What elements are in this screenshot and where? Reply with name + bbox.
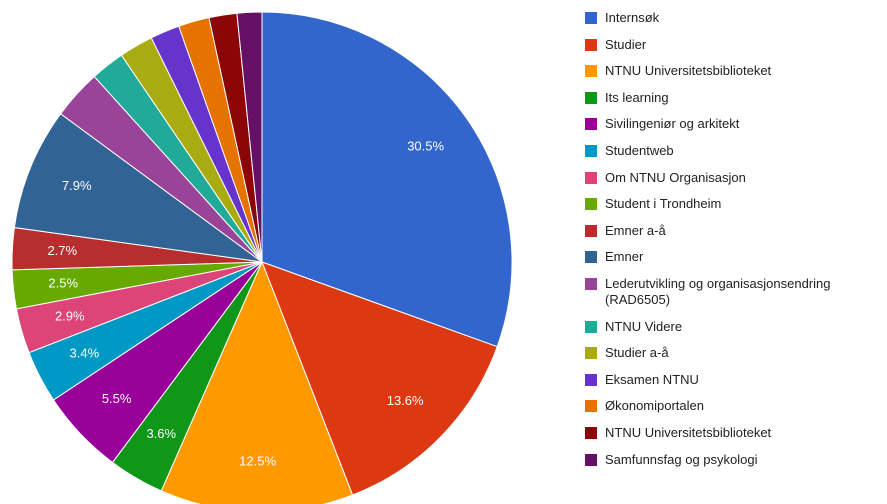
legend-swatch — [585, 38, 597, 51]
legend-item: Student i Trondheim — [585, 196, 885, 212]
slice-label: 12.5% — [239, 453, 276, 468]
legend-swatch — [585, 373, 597, 386]
slice-label: 2.9% — [55, 309, 85, 324]
legend-label: Student i Trondheim — [605, 196, 722, 212]
pie-slice — [261, 11, 513, 348]
slice-label: 3.4% — [70, 345, 100, 360]
legend-swatch — [585, 91, 597, 104]
legend-label: Lederutvikling og organisasjonsendring (… — [605, 275, 831, 307]
legend-label: NTNU Universitetsbiblioteket — [605, 424, 772, 440]
legend-item: Sivilingeniør og arkitekt — [585, 116, 885, 132]
legend-label: Studier a-å — [605, 345, 669, 361]
legend-swatch — [585, 251, 597, 264]
legend-swatch — [585, 426, 597, 439]
slice-label: 2.7% — [47, 243, 77, 258]
legend-item: NTNU Universitetsbiblioteket — [585, 425, 885, 441]
pie-slice — [261, 261, 498, 496]
slice-label: 13.6% — [387, 393, 424, 408]
legend-item: Lederutvikling og organisasjonsendring (… — [585, 276, 885, 308]
legend-item: NTNU Universitetsbiblioteket — [585, 63, 885, 79]
legend-label: Studier — [605, 36, 647, 52]
legend-item: Emner — [585, 249, 885, 265]
legend-swatch — [585, 118, 597, 131]
legend-item: Studier — [585, 37, 885, 53]
legend-item: Its learning — [585, 90, 885, 106]
legend-item: Studier a-å — [585, 345, 885, 361]
legend-swatch — [585, 171, 597, 184]
slice-label: 3.6% — [146, 426, 176, 441]
legend: Internsøk Studier NTNU Universitetsbibliot… — [585, 10, 885, 468]
legend-label: Sivilingeniør og arkitekt — [605, 116, 740, 132]
legend-item: Eksamen NTNU — [585, 372, 885, 388]
pie-slice — [160, 260, 354, 504]
legend-swatch — [585, 224, 597, 237]
legend-label: Studentweb — [605, 142, 674, 158]
legend-swatch — [585, 65, 597, 78]
chart: 30.5% 13.6% 12.5% 3.6% 5.5% 3.4% 2.9% 2.5% 2.7% 7… — [11, 11, 513, 504]
legend-label: Økonomiportalen — [605, 398, 704, 414]
slice-label: 7.9% — [62, 178, 92, 193]
legend-label: Its learning — [605, 89, 669, 105]
pie-slice — [236, 11, 263, 263]
legend-swatch — [585, 347, 597, 360]
slice-label: 2.5% — [48, 275, 78, 290]
legend-label: Internsøk — [605, 10, 660, 25]
legend-label: Emner — [605, 249, 644, 265]
legend-swatch — [585, 144, 597, 157]
legend-item: Økonomiportalen — [585, 398, 885, 414]
legend-swatch — [585, 198, 597, 211]
pie-slice — [13, 113, 263, 263]
legend-label: NTNU Universitetsbiblioteket — [605, 63, 772, 79]
legend-swatch — [585, 400, 597, 413]
legend-item: Emner a-å — [585, 223, 885, 239]
legend-item: Studentweb — [585, 143, 885, 159]
legend-item: Samfunnsfag og psykologi — [585, 452, 885, 468]
legend-label: Eksamen NTNU — [605, 371, 699, 387]
legend-swatch — [585, 320, 597, 333]
legend-item: Internsøk — [585, 10, 885, 26]
legend-swatch — [585, 453, 597, 466]
legend-swatch — [585, 12, 597, 24]
legend-item: NTNU Videre — [585, 319, 885, 335]
legend-label: Emner a-å — [605, 222, 666, 238]
slice-label: 5.5% — [102, 391, 132, 406]
slice-label: 30.5% — [407, 138, 444, 153]
legend-swatch — [585, 277, 597, 290]
legend-item: Om NTNU Organisasjon — [585, 170, 885, 186]
legend-label: Samfunnsfag og psykologi — [605, 451, 758, 467]
legend-label: NTNU Videre — [605, 318, 683, 334]
legend-label: Om NTNU Organisasjon — [605, 169, 746, 185]
